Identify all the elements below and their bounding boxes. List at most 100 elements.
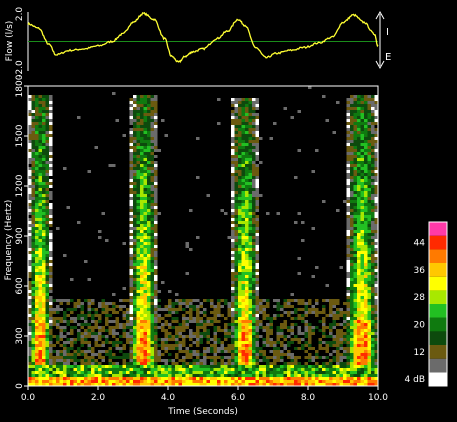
- spectrogram-cell: [357, 278, 361, 281]
- spectrogram-cell: [136, 185, 140, 188]
- spectrogram-cell: [31, 362, 35, 365]
- spectrogram-cell: [35, 98, 39, 101]
- spectrogram-cell: [98, 380, 102, 383]
- spectrogram-cell: [143, 203, 147, 206]
- spectrogram-cell: [38, 197, 42, 200]
- spectrogram-cell: [350, 197, 354, 200]
- spectrogram-cell: [150, 242, 154, 245]
- spectrogram-cell: [213, 359, 217, 362]
- spectrogram-cell: [231, 101, 235, 104]
- spectrogram-cell: [224, 317, 228, 320]
- spectrogram-cell: [77, 305, 81, 308]
- spectrogram-cell: [245, 311, 249, 314]
- spectrogram-cell: [98, 353, 102, 356]
- spectrogram-cell: [98, 314, 102, 317]
- spectrogram-cell: [248, 218, 252, 221]
- spectrogram-cell: [91, 332, 95, 335]
- spectrogram-cell: [66, 365, 70, 368]
- spectrogram-cell: [35, 167, 39, 170]
- spectrogram-cell: [360, 167, 364, 170]
- spectrogram-cell: [108, 326, 112, 329]
- spectrogram-cell: [364, 140, 368, 143]
- spectrogram-cell: [182, 380, 186, 383]
- spectrogram-cell: [70, 356, 74, 359]
- spectrogram-cell: [367, 194, 371, 197]
- spectrogram-cell: [238, 356, 242, 359]
- spectrogram-cell: [31, 110, 35, 113]
- spectrogram-cell: [66, 347, 70, 350]
- spectrogram-cell: [31, 245, 35, 248]
- spectrogram-cell: [255, 119, 259, 122]
- spectrogram-cell: [129, 116, 133, 119]
- spectrogram-cell: [238, 341, 242, 344]
- spectrogram-cell: [322, 305, 326, 308]
- spectrogram-cell: [140, 287, 144, 290]
- spectrogram-cell: [126, 377, 130, 380]
- spectrogram-cell: [266, 314, 270, 317]
- spectrogram-cell: [49, 128, 53, 131]
- spectrogram-cell: [227, 305, 231, 308]
- spectrogram-cell: [171, 311, 175, 314]
- spectrogram-cell: [154, 119, 158, 122]
- spectrogram-cell: [308, 374, 312, 377]
- spectrogram-cell: [35, 365, 39, 368]
- spectrogram-cell: [371, 134, 375, 137]
- spectrogram-cell: [150, 230, 154, 233]
- spectrogram-cell: [353, 314, 357, 317]
- spectrogram-cell: [133, 194, 137, 197]
- spectrogram-cell: [346, 176, 350, 179]
- spectrogram-cell: [248, 170, 252, 173]
- spectrogram-cell: [147, 311, 151, 314]
- spectrogram-cell: [304, 377, 308, 380]
- spectrogram-cell: [182, 359, 186, 362]
- spectrogram-cell: [168, 374, 172, 377]
- spectrogram-cell: [245, 170, 249, 173]
- spectrogram-cell: [336, 377, 340, 380]
- spectrogram-cell: [325, 371, 329, 374]
- spectrogram-cell: [28, 236, 32, 239]
- spectrogram-cell: [49, 134, 53, 137]
- spectrogram-cell: [276, 212, 280, 215]
- spectrogram-cell: [252, 104, 256, 107]
- spectrogram-cell: [73, 353, 77, 356]
- spectrogram-cell: [374, 365, 378, 368]
- spectrogram-cell: [49, 98, 53, 101]
- spectrogram-cell: [143, 143, 147, 146]
- spectrogram-cell: [231, 281, 235, 284]
- spectrogram-cell: [129, 371, 133, 374]
- spectrogram-cell: [175, 374, 179, 377]
- spectrogram-cell: [329, 368, 333, 371]
- spectrogram-cell: [360, 296, 364, 299]
- spectrogram-cell: [357, 365, 361, 368]
- spectrogram-cell: [56, 308, 60, 311]
- spectrogram-cell: [31, 128, 35, 131]
- spectrogram-cell: [147, 329, 151, 332]
- spectrogram-cell: [87, 326, 91, 329]
- spectrogram-cell: [80, 344, 84, 347]
- spectrogram-cell: [45, 152, 49, 155]
- spectrogram-cell: [266, 335, 270, 338]
- spectrogram-cell: [150, 365, 154, 368]
- spectrogram-cell: [171, 374, 175, 377]
- spectrogram-cell: [234, 197, 238, 200]
- spectrogram-cell: [304, 344, 308, 347]
- spectrogram-cell: [129, 170, 133, 173]
- spectrogram-cell: [238, 152, 242, 155]
- spectrogram-cell: [311, 359, 315, 362]
- spectrogram-cell: [35, 110, 39, 113]
- spectrogram-cell: [255, 380, 259, 383]
- spectrogram-cell: [245, 296, 249, 299]
- spectrogram-cell: [367, 260, 371, 263]
- spectrogram-cell: [42, 176, 46, 179]
- spectrogram-cell: [374, 284, 378, 287]
- spectrogram-cell: [84, 377, 88, 380]
- spectrogram-cell: [143, 95, 147, 98]
- spectrogram-cell: [238, 173, 242, 176]
- spectrogram-cell: [290, 383, 294, 386]
- spectrogram-cell: [150, 344, 154, 347]
- spectrogram-cell: [49, 290, 53, 293]
- spectrogram-cell: [241, 362, 245, 365]
- spectrogram-cell: [217, 356, 221, 359]
- spectrogram-cell: [101, 368, 105, 371]
- spectrogram-cell: [364, 128, 368, 131]
